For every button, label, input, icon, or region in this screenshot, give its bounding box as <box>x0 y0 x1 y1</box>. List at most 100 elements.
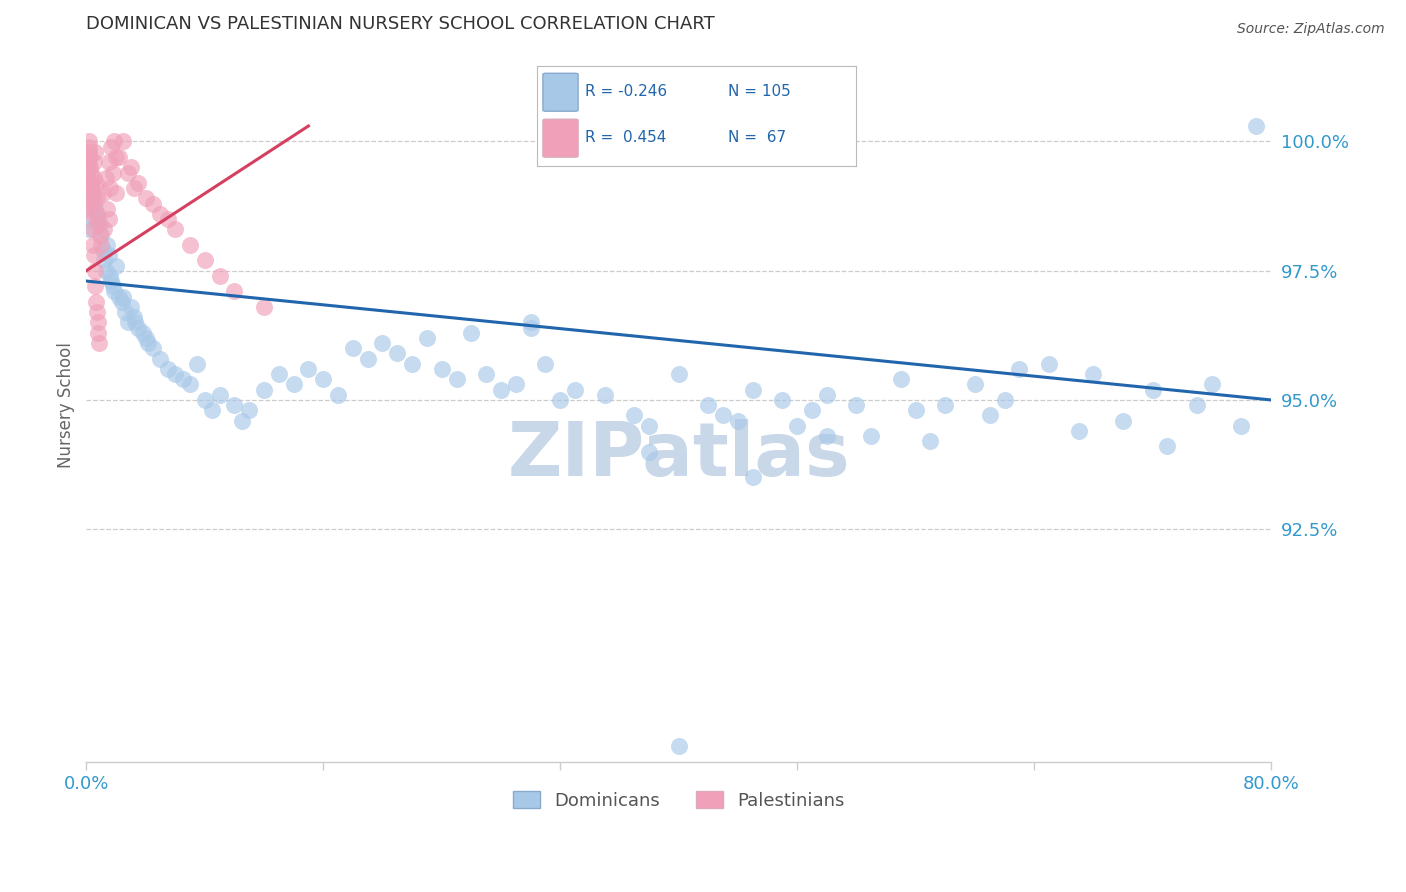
Point <box>1083 367 1105 381</box>
Point <box>149 207 172 221</box>
Legend: Dominicans, Palestinians: Dominicans, Palestinians <box>505 784 852 817</box>
Point <box>993 392 1015 407</box>
Point <box>117 315 139 329</box>
Point <box>76 155 98 169</box>
Point <box>1067 424 1090 438</box>
Point <box>519 320 541 334</box>
Text: DOMINICAN VS PALESTINIAN NURSERY SCHOOL CORRELATION CHART: DOMINICAN VS PALESTINIAN NURSERY SCHOOL … <box>86 15 716 33</box>
Point <box>83 263 105 277</box>
Point <box>82 186 104 201</box>
Point <box>76 165 98 179</box>
Point <box>741 470 763 484</box>
Point <box>564 383 586 397</box>
Point <box>98 268 121 283</box>
Point <box>283 377 305 392</box>
Point <box>1112 414 1135 428</box>
Point <box>208 388 231 402</box>
Point <box>86 305 108 319</box>
Point <box>117 165 139 179</box>
Point <box>83 170 105 185</box>
Point <box>668 367 690 381</box>
Point <box>231 414 253 428</box>
Point <box>194 392 217 407</box>
Point <box>80 181 103 195</box>
Point <box>326 388 349 402</box>
Point <box>165 222 187 236</box>
Point <box>122 181 145 195</box>
Point <box>77 139 100 153</box>
Point <box>112 135 135 149</box>
Point <box>920 434 942 449</box>
Point <box>770 392 793 407</box>
Point <box>93 253 115 268</box>
Point <box>86 191 108 205</box>
Point <box>83 191 105 205</box>
Point <box>697 398 720 412</box>
Point <box>122 310 145 325</box>
Point <box>142 341 165 355</box>
Point <box>77 135 100 149</box>
Point <box>387 346 409 360</box>
Point <box>120 300 142 314</box>
Point <box>149 351 172 366</box>
Point <box>963 377 986 392</box>
Point <box>801 403 824 417</box>
Point <box>446 372 468 386</box>
Point <box>253 383 276 397</box>
Point <box>312 372 335 386</box>
Point <box>108 289 131 303</box>
Point <box>97 212 120 227</box>
Point <box>534 357 557 371</box>
Point <box>93 222 115 236</box>
Point <box>79 150 101 164</box>
Point <box>98 181 121 195</box>
Point <box>83 248 105 262</box>
Point <box>711 409 734 423</box>
Point <box>267 367 290 381</box>
Point <box>460 326 482 340</box>
Point <box>76 176 98 190</box>
Point <box>82 186 104 201</box>
Point <box>727 414 749 428</box>
Point <box>194 253 217 268</box>
Point <box>80 191 103 205</box>
Point <box>904 403 927 417</box>
Point <box>860 429 883 443</box>
Point <box>82 238 104 252</box>
Text: Source: ZipAtlas.com: Source: ZipAtlas.com <box>1237 22 1385 37</box>
Point <box>1156 440 1178 454</box>
Point <box>83 155 105 169</box>
Point <box>519 315 541 329</box>
Point <box>786 418 808 433</box>
Point <box>79 176 101 190</box>
Point <box>127 320 149 334</box>
Point <box>127 176 149 190</box>
Point <box>179 377 201 392</box>
Point <box>80 207 103 221</box>
Point <box>124 315 146 329</box>
Point <box>401 357 423 371</box>
Point <box>91 186 114 201</box>
Point <box>87 212 110 227</box>
Point <box>1246 119 1268 133</box>
Point <box>934 398 956 412</box>
Point <box>815 388 838 402</box>
Point <box>96 238 118 252</box>
Point <box>135 331 157 345</box>
Point <box>103 135 125 149</box>
Point <box>101 165 124 179</box>
Point <box>165 367 187 381</box>
Point <box>104 186 127 201</box>
Point <box>1201 377 1223 392</box>
Point <box>101 279 124 293</box>
Point <box>186 357 208 371</box>
Point <box>97 248 120 262</box>
Point <box>890 372 912 386</box>
Point <box>111 294 134 309</box>
Point <box>668 739 690 754</box>
Point <box>208 268 231 283</box>
Point <box>87 326 110 340</box>
Point <box>297 362 319 376</box>
Point <box>1008 362 1031 376</box>
Point <box>77 150 100 164</box>
